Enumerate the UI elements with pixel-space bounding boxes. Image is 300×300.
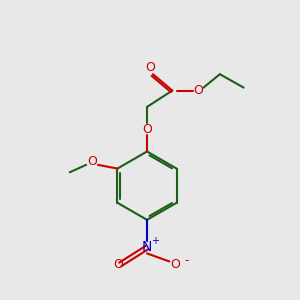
Text: O: O — [193, 84, 203, 97]
Text: O: O — [142, 123, 152, 136]
Text: O: O — [113, 258, 123, 271]
Text: -: - — [184, 254, 188, 267]
Text: +: + — [152, 236, 159, 246]
Text: O: O — [87, 155, 97, 168]
Text: N: N — [142, 241, 152, 254]
Text: O: O — [170, 258, 180, 271]
Text: O: O — [145, 61, 155, 74]
